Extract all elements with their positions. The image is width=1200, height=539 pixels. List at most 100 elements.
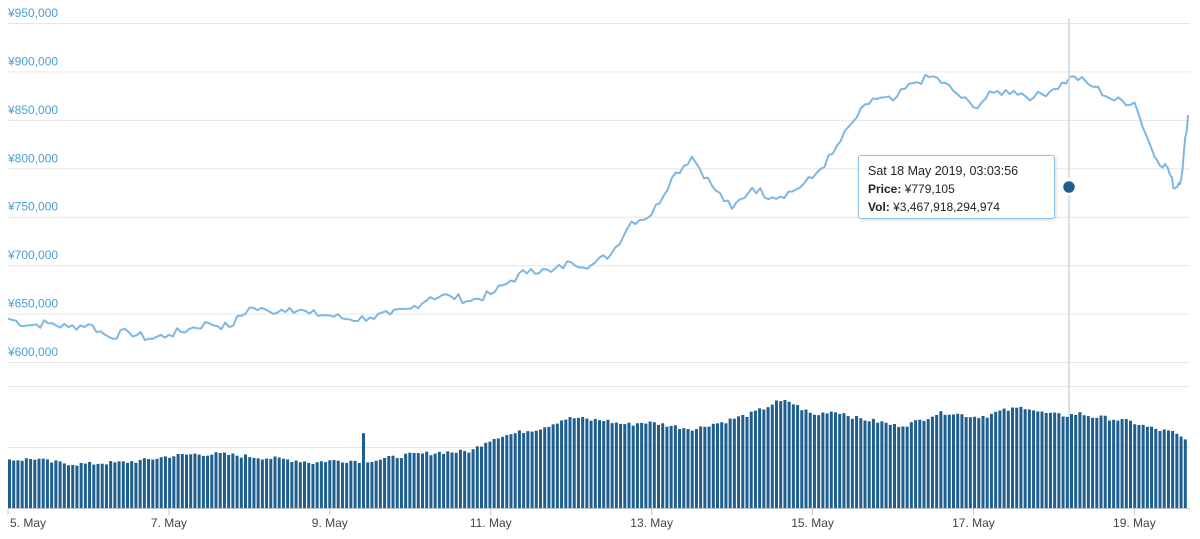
volume-bar (901, 426, 905, 508)
volume-bar (378, 459, 382, 508)
volume-bar (54, 460, 58, 508)
volume-bar (147, 459, 151, 508)
volume-bar (1032, 410, 1036, 508)
volume-bar (50, 462, 54, 508)
x-tick-label: 15. May (791, 516, 834, 530)
volume-bar (534, 430, 538, 508)
volume-bar (737, 416, 741, 508)
volume-bar (703, 426, 707, 508)
volume-bar (273, 456, 277, 508)
y-tick-label: ¥950,000 (7, 6, 58, 20)
volume-bar (58, 461, 62, 508)
volume-bar (290, 461, 294, 508)
volume-bar (598, 420, 602, 508)
volume-bar (294, 460, 298, 508)
volume-bar (1027, 409, 1031, 508)
volume-bar (943, 414, 947, 508)
volume-bar (897, 426, 901, 508)
volume-bar (593, 418, 597, 508)
volume-bar (707, 426, 711, 508)
volume-bar (753, 410, 757, 508)
volume-bar (1120, 419, 1124, 508)
volume-bar (800, 410, 804, 508)
volume-bar (1048, 412, 1052, 508)
volume-bar (1061, 416, 1065, 508)
volume-bar (458, 449, 462, 508)
volume-bar (1162, 429, 1166, 508)
volume-bar (222, 452, 226, 508)
volume-bar (539, 429, 543, 508)
volume-bar (876, 422, 880, 508)
volume-bar (88, 461, 92, 508)
volume-bar (349, 460, 353, 508)
volume-bar (277, 457, 281, 508)
volume-bar (716, 423, 720, 508)
volume-bar (606, 419, 610, 508)
volume-bar (471, 449, 475, 508)
volume-bar (513, 433, 517, 508)
volume-bar (395, 458, 399, 508)
volume-bar (1137, 425, 1141, 508)
volume-bar (732, 418, 736, 508)
hover-point-marker[interactable] (1060, 178, 1078, 196)
volume-bar (383, 457, 387, 508)
volume-bar (551, 424, 555, 508)
volume-bar (673, 425, 677, 508)
volume-bar (1053, 412, 1057, 508)
volume-bar (488, 441, 492, 508)
x-tick-label: 5. May (10, 516, 46, 530)
volume-bar (433, 453, 437, 508)
volume-bar (75, 465, 79, 508)
volume-bar (724, 423, 728, 508)
volume-bar (973, 416, 977, 508)
volume-bar (884, 422, 888, 508)
volume-bar (749, 411, 753, 508)
volume-bar (838, 413, 842, 508)
x-tick-label: 19. May (1113, 516, 1156, 530)
tooltip-price-row: Price: ¥779,105 (868, 180, 1045, 198)
volume-bar (370, 462, 374, 508)
x-tick-label: 17. May (952, 516, 995, 530)
volume-bar (29, 458, 33, 508)
volume-bar (619, 423, 623, 508)
volume-bar (564, 419, 568, 508)
volume-bar (678, 428, 682, 508)
volume-bar (109, 461, 113, 508)
volume-bar (16, 460, 20, 508)
tooltip-vol-value: ¥3,467,918,294,974 (893, 200, 1000, 214)
volume-bar (842, 413, 846, 508)
volume-bar (855, 415, 859, 508)
volume-bar (918, 419, 922, 508)
volume-bar (324, 462, 328, 508)
volume-bar (871, 418, 875, 508)
volume-bar (172, 456, 176, 508)
volume-bar (994, 411, 998, 508)
volume-bar (117, 461, 121, 508)
volume-bar (96, 463, 100, 508)
volume-bar (977, 418, 981, 508)
volume-bar (1141, 424, 1145, 508)
volume-bar (1078, 412, 1082, 508)
volume-bar (176, 454, 180, 508)
volume-bar (964, 417, 968, 508)
volume-bar (846, 416, 850, 508)
volume-bar (244, 454, 248, 508)
x-axis: 5. May 7. May 9. May 11. May 13. May 15. May 1… (7, 509, 1156, 530)
volume-bar (1040, 411, 1044, 508)
volume-bar (787, 401, 791, 508)
volume-bar (602, 421, 606, 508)
volume-bar (1015, 407, 1019, 508)
volume-bar (711, 423, 715, 508)
volume-bar (960, 414, 964, 508)
volume-bar (863, 420, 867, 508)
volume-bar (888, 424, 892, 508)
volume-bar (766, 407, 770, 508)
volume-bar (467, 452, 471, 508)
volume-bar (648, 421, 652, 508)
price-gridlines (8, 23, 1190, 448)
y-tick-label: ¥850,000 (7, 103, 58, 117)
volume-bar (408, 452, 412, 508)
volume-bar (1116, 420, 1120, 508)
volume-bar (939, 411, 943, 508)
